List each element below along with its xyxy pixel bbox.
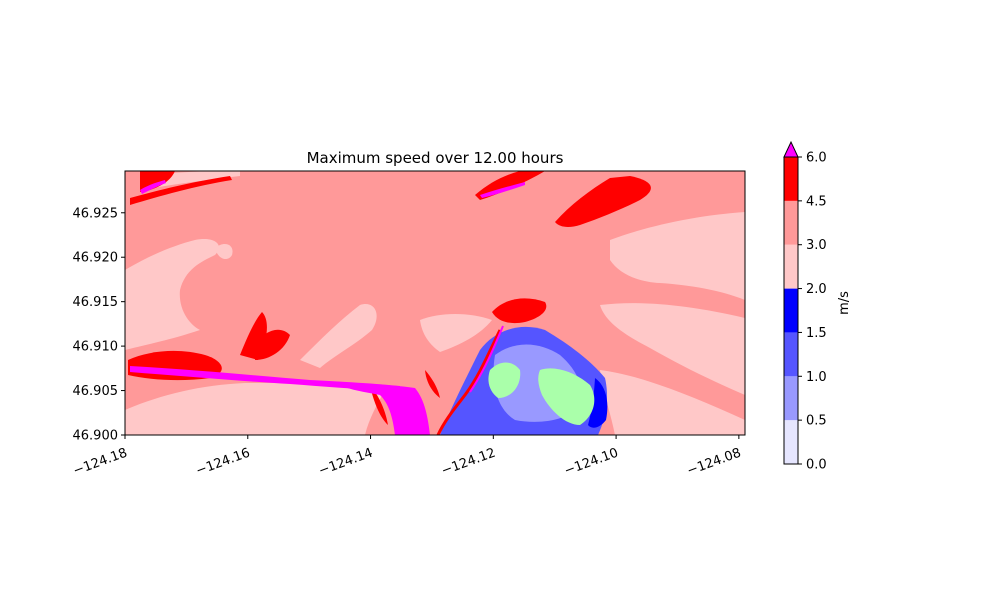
y-tick-label: 46.925 <box>73 206 119 221</box>
y-tick-label: 46.900 <box>73 429 119 444</box>
region-bay-core <box>588 378 608 428</box>
x-tick-label: −124.14 <box>317 446 375 479</box>
region-light-bottom-left <box>125 383 385 435</box>
region-red-left-fingers <box>240 312 290 360</box>
colorbar-frame <box>783 156 799 465</box>
region-light-left <box>125 239 219 350</box>
region-light-right-lower <box>600 303 745 395</box>
y-axis: 46.900 46.905 46.910 46.915 46.920 46.925 <box>73 206 125 444</box>
colorbar-segment <box>784 157 798 201</box>
colorbar-segment <box>784 244 798 289</box>
colorbar-segment <box>784 288 798 333</box>
speed-field <box>125 171 745 435</box>
region-light-left-island <box>215 244 233 260</box>
colorbar-segment <box>784 332 798 377</box>
region-magenta-top-strip <box>480 182 525 198</box>
colorbar-tick-label: 1.5 <box>806 326 827 341</box>
region-dry-land-1 <box>488 362 521 398</box>
region-light-mid-left <box>300 304 377 368</box>
colorbar-tick-label: 2.0 <box>806 282 827 297</box>
x-tick-label: −124.16 <box>194 446 252 479</box>
x-tick-label: −124.08 <box>685 446 743 479</box>
y-tick-label: 46.915 <box>73 295 119 310</box>
region-red-top-left-strip <box>130 176 232 205</box>
colorbar-label: m/s <box>837 291 852 315</box>
region-light-center-strip <box>420 314 492 352</box>
colorbar-segment <box>784 420 798 464</box>
region-red-top-right <box>555 176 651 227</box>
colorbar-tick-label: 0.0 <box>806 458 827 473</box>
colorbar-tick-label: 3.0 <box>806 238 827 253</box>
colorbar-segment <box>784 200 798 245</box>
region-magenta-plume <box>340 384 430 435</box>
x-axis: −124.18 −124.16 −124.14 −124.12 −124.10 −124.… <box>71 435 743 479</box>
region-light-bottom-right <box>600 370 745 435</box>
region-magenta-top-left <box>140 180 166 194</box>
y-tick-label: 46.905 <box>73 384 119 399</box>
region-magenta-jetty <box>130 366 400 392</box>
x-tick-label: −124.12 <box>440 446 498 479</box>
x-tick-label: −124.10 <box>562 446 620 479</box>
plot-frame <box>124 170 746 436</box>
y-tick-label: 46.910 <box>73 340 119 355</box>
colorbar-tick-label: 6.0 <box>806 151 827 166</box>
x-tick-label: −124.18 <box>71 446 129 479</box>
colorbar-tick-label: 4.5 <box>806 194 827 209</box>
colorbar-extend-arrow <box>783 140 799 158</box>
colorbar-tick-label: 0.5 <box>806 414 827 429</box>
region-channel-edge <box>436 329 502 435</box>
y-tick-label: 46.920 <box>73 251 119 266</box>
colorbar-segment <box>784 376 798 421</box>
region-light-right <box>610 212 745 300</box>
chart-title: Maximum speed over 12.00 hours <box>307 149 564 167</box>
region-dry-land-2 <box>538 368 595 425</box>
colorbar: 0.0 0.5 1.0 1.5 2.0 3.0 4.5 6.0 <box>783 140 827 473</box>
colorbar-tick-label: 1.0 <box>806 370 827 385</box>
region-red-channel-bank <box>492 298 547 324</box>
region-channel-edge-inner <box>469 325 504 393</box>
